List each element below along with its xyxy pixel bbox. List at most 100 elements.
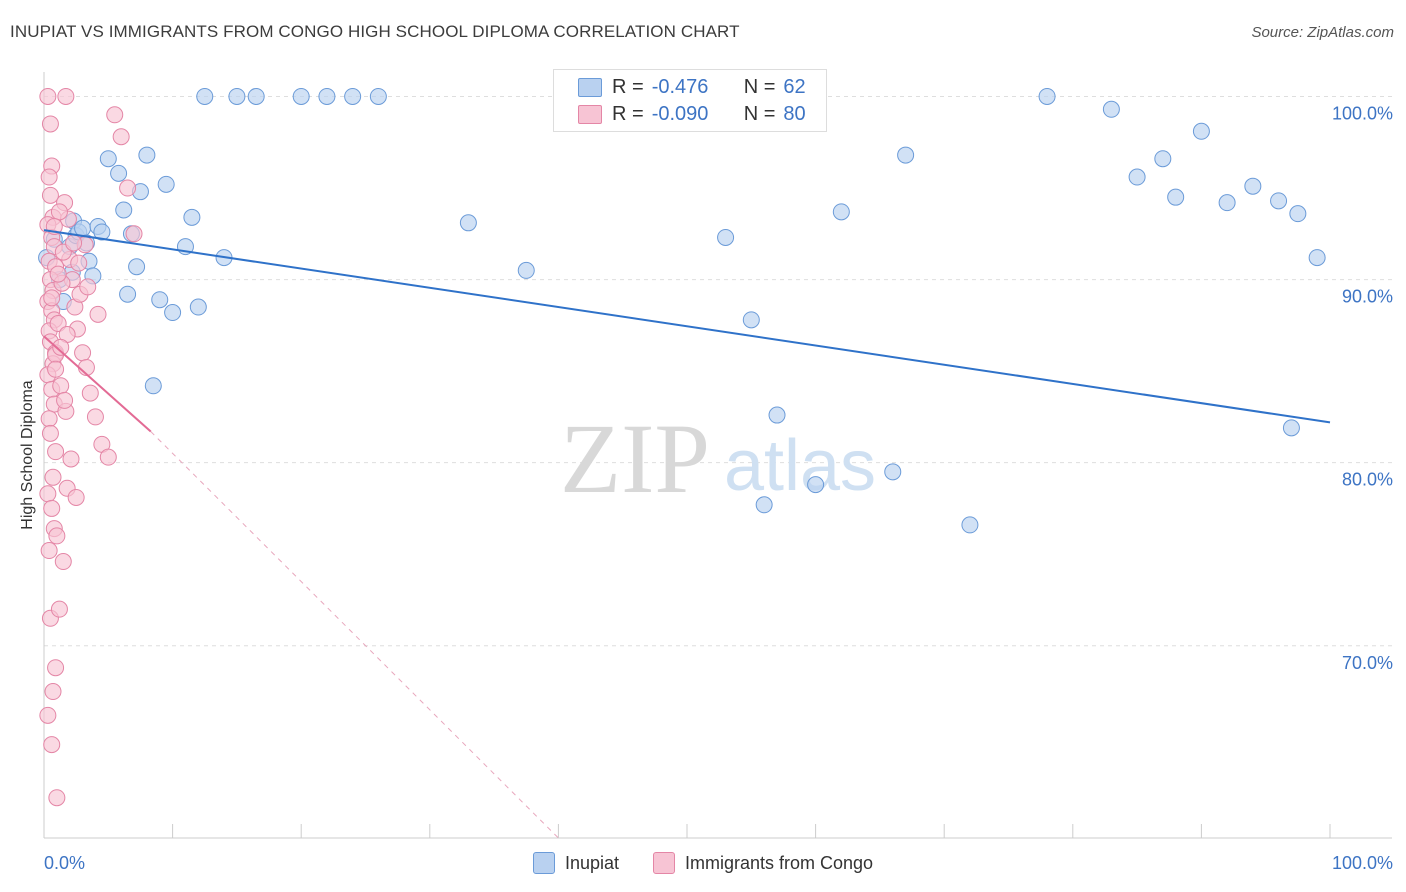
legend-item-congo[interactable]: Immigrants from Congo — [652, 852, 874, 874]
point-inupiat — [755, 496, 773, 514]
legend-item-inupiat[interactable]: Inupiat — [532, 852, 619, 874]
point-inupiat — [1038, 87, 1056, 105]
y-tick-label: 90.0% — [1342, 287, 1393, 307]
y-tick-label: 70.0% — [1342, 653, 1393, 673]
point-inupiat — [807, 476, 825, 494]
point-congo — [89, 305, 107, 323]
point-inupiat — [183, 208, 201, 226]
n-label: N = — [743, 102, 776, 125]
source-label: Source: ZipAtlas.com — [1251, 24, 1394, 41]
point-inupiat — [1154, 150, 1172, 168]
point-inupiat — [1282, 419, 1300, 437]
point-inupiat — [832, 203, 850, 221]
point-congo — [39, 87, 57, 105]
grid-lines — [44, 95, 1392, 647]
stats-swatch-inupiat — [578, 77, 602, 97]
legend-label-inupiat: Inupiat — [564, 852, 619, 873]
point-inupiat — [897, 146, 915, 164]
point-inupiat — [93, 223, 111, 241]
chart-legend: Inupiat Immigrants from Congo — [0, 852, 1406, 874]
n-value: 80 — [783, 102, 806, 125]
point-inupiat — [138, 146, 156, 164]
point-congo — [56, 391, 74, 409]
point-congo — [74, 344, 92, 362]
y-tick-label: 100.0% — [1332, 103, 1393, 123]
point-congo — [52, 377, 70, 395]
point-congo — [67, 488, 85, 506]
watermark: ZIP atlas — [560, 403, 876, 514]
point-inupiat — [74, 219, 92, 237]
r-value: -0.476 — [651, 75, 709, 98]
r-label: R = — [612, 102, 644, 125]
stats-row-inupiat: R = -0.476 N = 62 — [554, 74, 806, 100]
watermark-zip: ZIP — [560, 403, 710, 514]
point-inupiat — [1102, 100, 1120, 118]
point-congo — [70, 254, 88, 272]
point-congo — [41, 186, 59, 204]
point-inupiat — [151, 291, 169, 309]
point-congo — [40, 410, 58, 428]
point-congo — [62, 450, 80, 468]
y-tick-label: 80.0% — [1342, 470, 1393, 490]
point-inupiat — [292, 87, 310, 105]
point-inupiat — [318, 87, 336, 105]
legend-swatch-congo — [652, 852, 675, 874]
point-inupiat — [1308, 249, 1326, 267]
point-congo — [49, 265, 67, 283]
correlation-stats-box: R = -0.476 N = 62 R = -0.090 N = 80 — [553, 69, 827, 132]
trend-line-inupiat — [43, 229, 1331, 424]
point-inupiat — [768, 406, 786, 424]
r-label: R = — [612, 75, 644, 98]
point-congo — [54, 553, 72, 571]
point-congo — [47, 360, 65, 378]
point-inupiat — [884, 463, 902, 481]
point-inupiat — [110, 164, 128, 182]
point-congo — [40, 168, 58, 186]
point-congo — [119, 179, 137, 197]
point-congo — [125, 225, 143, 243]
point-congo — [47, 659, 65, 677]
stats-swatch-congo — [578, 104, 602, 124]
r-value: -0.090 — [651, 102, 709, 125]
trend-line-congo — [43, 335, 152, 433]
point-inupiat — [459, 214, 477, 232]
point-inupiat — [128, 258, 146, 276]
point-inupiat — [1289, 205, 1307, 223]
axes — [43, 72, 1392, 839]
point-inupiat — [144, 377, 162, 395]
point-inupiat — [228, 87, 246, 105]
point-inupiat — [247, 87, 265, 105]
chart-title: INUPIAT VS IMMIGRANTS FROM CONGO HIGH SC… — [10, 22, 740, 41]
point-inupiat — [369, 87, 387, 105]
point-congo — [44, 683, 62, 701]
point-inupiat — [196, 87, 214, 105]
point-congo — [57, 87, 75, 105]
legend-label-congo: Immigrants from Congo — [684, 852, 874, 873]
point-congo — [106, 106, 124, 124]
point-inupiat — [1218, 194, 1236, 212]
point-congo — [48, 789, 66, 807]
point-inupiat — [1270, 192, 1288, 210]
point-congo — [65, 234, 83, 252]
point-congo — [41, 424, 59, 442]
data-points — [38, 87, 1326, 807]
point-inupiat — [1192, 122, 1210, 140]
point-congo — [41, 115, 59, 133]
point-inupiat — [157, 175, 175, 193]
n-value: 62 — [783, 75, 806, 98]
point-inupiat — [961, 516, 979, 534]
stats-row-congo: R = -0.090 N = 80 — [554, 101, 806, 127]
point-inupiat — [717, 228, 735, 246]
trend-line-congo — [150, 431, 559, 839]
point-congo — [81, 384, 99, 402]
point-inupiat — [119, 285, 137, 303]
point-congo — [39, 706, 57, 724]
legend-swatch-inupiat — [532, 852, 555, 874]
point-congo — [40, 542, 58, 560]
point-inupiat — [1244, 177, 1262, 195]
point-congo — [47, 443, 65, 461]
point-congo — [99, 448, 117, 466]
point-inupiat — [344, 87, 362, 105]
x-tick-label-max: 100.0% — [1332, 853, 1393, 873]
